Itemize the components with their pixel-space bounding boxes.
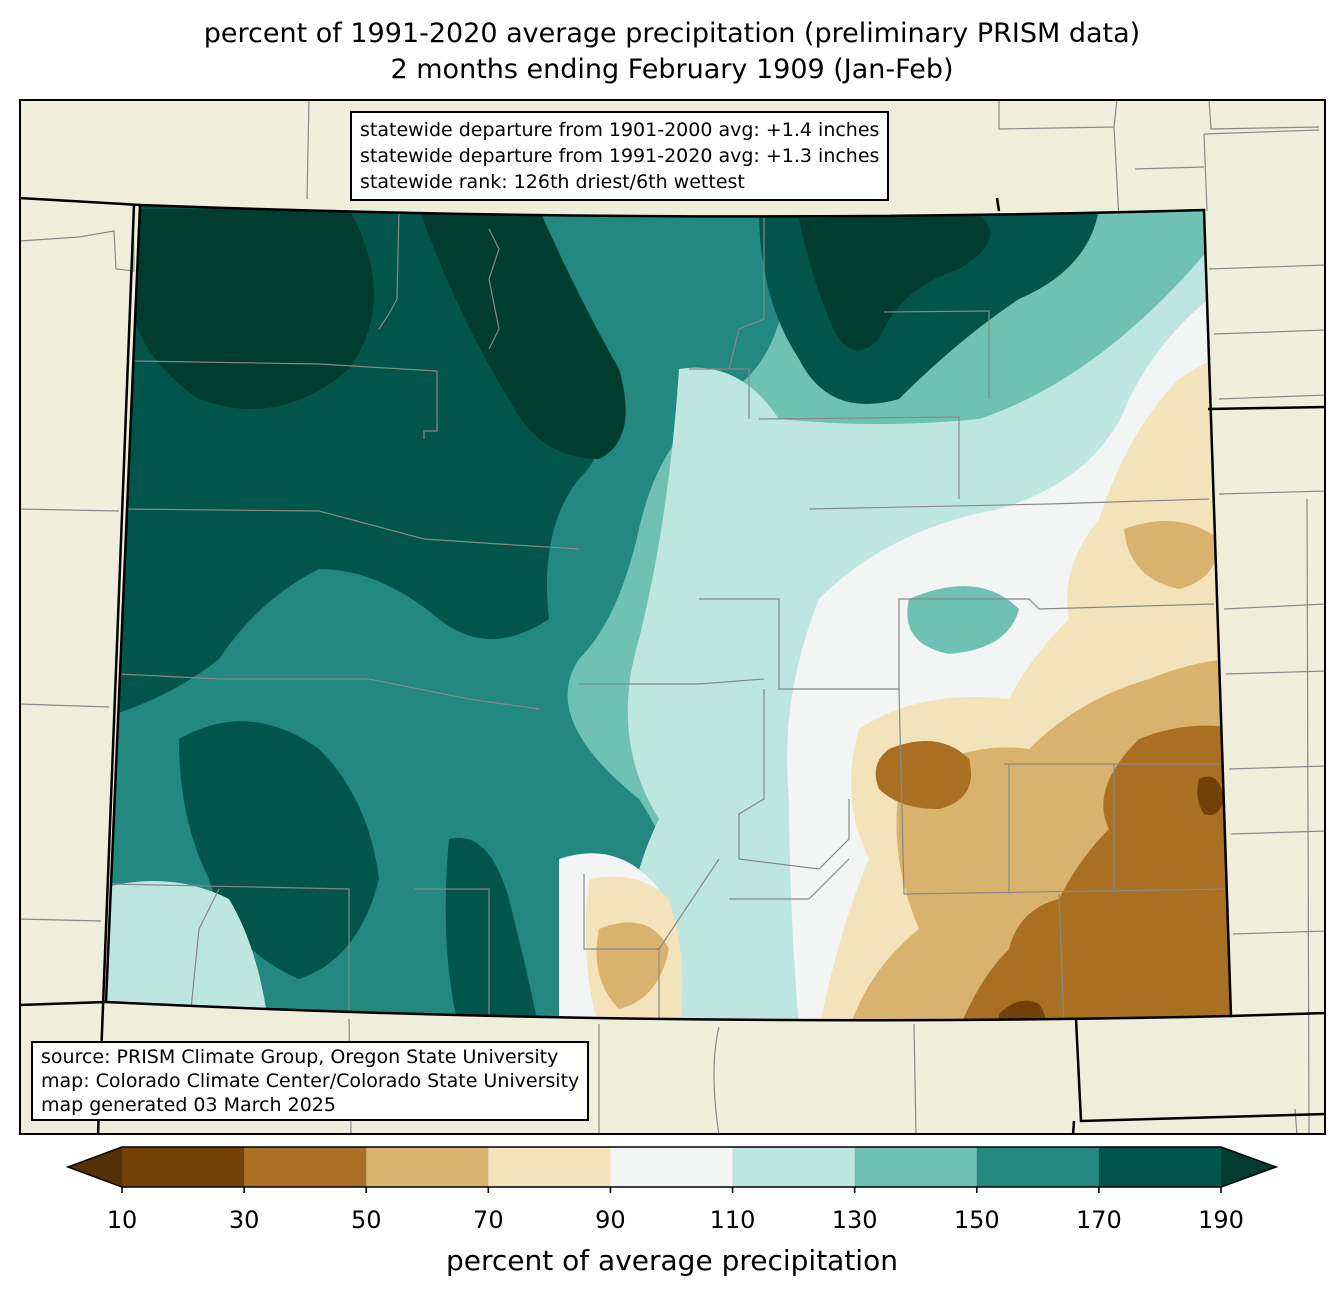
colorado-county-lines — [108, 208, 1230, 1021]
precipitation-contours — [106, 205, 1231, 1021]
colorbar-tick-label: 190 — [1198, 1206, 1244, 1234]
contour-gt190-central — [419, 209, 626, 459]
source-line: source: PRISM Climate Group, Oregon Stat… — [41, 1046, 559, 1068]
precipitation-map — [19, 99, 1326, 1135]
map-title-line2: 2 months ending February 1909 (Jan-Feb) — [390, 54, 954, 85]
contour-50-70-south — [596, 922, 669, 1009]
colorbar-tick-label: 90 — [595, 1206, 626, 1234]
contour-110-130-west — [106, 881, 269, 1021]
colorbar-tick-label: 70 — [473, 1206, 504, 1234]
colorbar-bin — [488, 1147, 611, 1187]
colorbar-tick-label: 30 — [228, 1206, 260, 1234]
statewide-stats-box: statewide departure from 1901-2000 avg: … — [350, 111, 890, 201]
colorbar-extend-low — [68, 1147, 122, 1187]
colorbar-bin — [610, 1147, 734, 1187]
colorbar-bin — [976, 1147, 1100, 1187]
source-box: source: PRISM Climate Group, Oregon Stat… — [31, 1041, 590, 1121]
colorbar-bin — [854, 1147, 978, 1187]
colorbar-bin — [366, 1147, 489, 1187]
map-title-line1: percent of 1991-2020 average precipitati… — [203, 18, 1141, 49]
stats-departure-1991-2020: statewide departure from 1991-2020 avg: … — [360, 145, 880, 167]
contour-130-150-eastcentral — [907, 586, 1019, 654]
colorbar-tick-label: 50 — [350, 1206, 382, 1234]
generated-date-line: map generated 03 March 2025 — [41, 1094, 336, 1116]
contour-gt190-ne — [799, 214, 991, 351]
colorado-border — [104, 203, 1233, 1022]
colorbar — [65, 1146, 1279, 1193]
colorbar-bin — [732, 1147, 856, 1187]
colorbar-tick-label: 110 — [709, 1206, 756, 1234]
contour-170-190-south — [445, 837, 539, 1021]
contour-10-30-south — [999, 1000, 1046, 1021]
colorbar-label: percent of average precipitation — [446, 1244, 898, 1277]
colorbar-bin — [244, 1147, 367, 1187]
stats-rank: statewide rank: 126th driest/6th wettest — [360, 171, 745, 193]
contour-gt190-nw — [129, 209, 374, 409]
stats-departure-1901-2000: statewide departure from 1901-2000 avg: … — [360, 119, 880, 141]
colorbar-tick-label: 130 — [831, 1206, 878, 1234]
contour-50-70-ne — [1124, 521, 1219, 589]
contour-30-50-east — [959, 725, 1231, 1021]
colorbar-tick-label: 150 — [953, 1206, 1000, 1234]
contour-30-50-central — [875, 741, 971, 809]
map-credit-line: map: Colorado Climate Center/Colorado St… — [41, 1070, 580, 1092]
colorbar-bin — [122, 1147, 245, 1187]
contour-10-30-se — [1197, 776, 1224, 815]
map-frame — [19, 99, 1326, 1135]
state-borders — [19, 196, 1326, 1135]
colorbar-bin — [1098, 1147, 1222, 1187]
colorbar-tick-label: 10 — [106, 1206, 138, 1234]
neighbor-county-lines — [19, 99, 1326, 1135]
colorbar-extend-high — [1221, 1147, 1276, 1187]
colorbar-tick-label: 170 — [1075, 1206, 1122, 1234]
